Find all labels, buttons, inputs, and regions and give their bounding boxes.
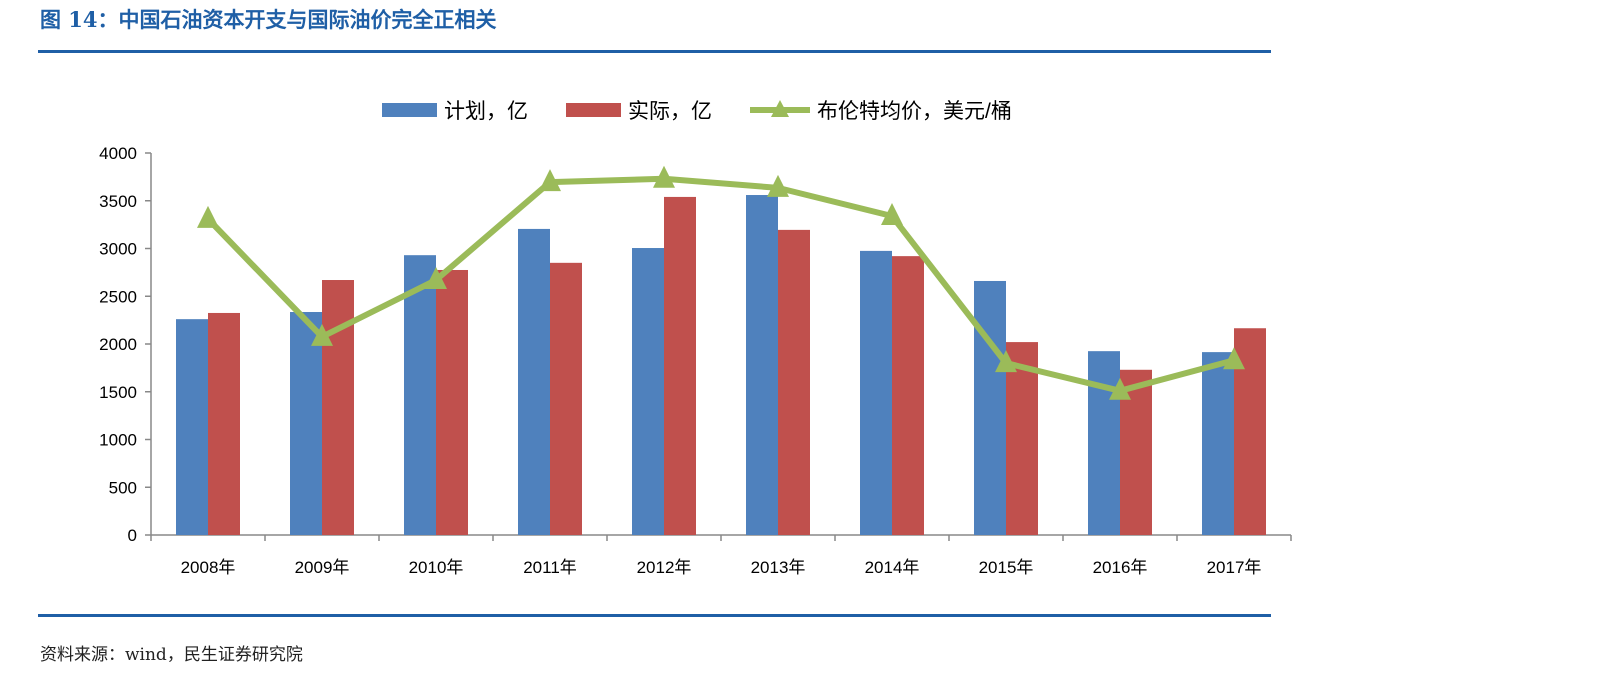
- top-rule: [38, 50, 1271, 53]
- legend-label: 实际，亿: [628, 100, 712, 123]
- bar-plan: [1202, 352, 1234, 535]
- x-tick-label: 2013年: [751, 558, 806, 577]
- bar-actual: [436, 269, 468, 535]
- y-tick-label: 0: [128, 526, 137, 545]
- x-tick-label: 2010年: [409, 558, 464, 577]
- bar-plan: [860, 250, 892, 535]
- brent-marker: [1223, 347, 1245, 370]
- legend-swatch: [566, 103, 621, 117]
- y-tick-label: 1000: [99, 431, 137, 450]
- x-tick-label: 2014年: [865, 558, 920, 577]
- bar-plan: [974, 280, 1006, 535]
- bar-plan: [632, 248, 664, 535]
- bar-plan: [290, 312, 322, 535]
- y-tick-label: 2000: [99, 335, 137, 354]
- y-tick-label: 2500: [99, 287, 137, 306]
- source-note: 资料来源：wind，民生证券研究院: [40, 645, 303, 665]
- brent-marker: [767, 174, 789, 197]
- x-tick-label: 2009年: [295, 558, 350, 577]
- brent-marker: [1109, 377, 1131, 400]
- bar-actual: [778, 229, 810, 535]
- x-tick-label: 2008年: [181, 558, 236, 577]
- brent-marker: [425, 267, 447, 290]
- y-tick-label: 1500: [99, 383, 137, 402]
- bar-actual: [664, 196, 696, 535]
- y-tick-label: 4000: [99, 144, 137, 163]
- legend-label: 计划，亿: [444, 100, 528, 123]
- bar-actual: [208, 312, 240, 535]
- bar-plan: [176, 319, 208, 535]
- bar-actual: [892, 256, 924, 535]
- brent-marker: [653, 165, 675, 188]
- bar-plan: [746, 195, 778, 535]
- y-tick-label: 3000: [99, 240, 137, 259]
- y-tick-label: 3500: [99, 192, 137, 211]
- x-tick-label: 2016年: [1093, 558, 1148, 577]
- bar-plan: [518, 228, 550, 536]
- y-tick-label: 500: [109, 478, 137, 497]
- brent-marker: [881, 203, 903, 226]
- brent-line: [205, 175, 1235, 394]
- x-tick-label: 2011年: [523, 558, 577, 577]
- legend-marker: [771, 100, 789, 117]
- bar-actual: [1006, 342, 1038, 535]
- x-tick-label: 2015年: [979, 558, 1034, 577]
- legend-label: 布伦特均价，美元/桶: [817, 100, 1012, 123]
- brent-marker: [539, 169, 561, 192]
- brent-marker: [311, 323, 333, 346]
- brent-marker: [197, 205, 219, 228]
- legend-swatch: [382, 103, 437, 117]
- bar-actual: [322, 280, 354, 535]
- figure-title: 图 14：中国石油资本开支与国际油价完全正相关: [40, 7, 497, 32]
- bar-plan: [1088, 351, 1120, 535]
- brent-marker: [995, 350, 1017, 373]
- x-tick-label: 2017年: [1207, 558, 1262, 577]
- bottom-rule: [38, 614, 1271, 617]
- x-tick-label: 2012年: [637, 558, 692, 577]
- bar-actual: [550, 262, 582, 535]
- bar-plan: [404, 255, 436, 535]
